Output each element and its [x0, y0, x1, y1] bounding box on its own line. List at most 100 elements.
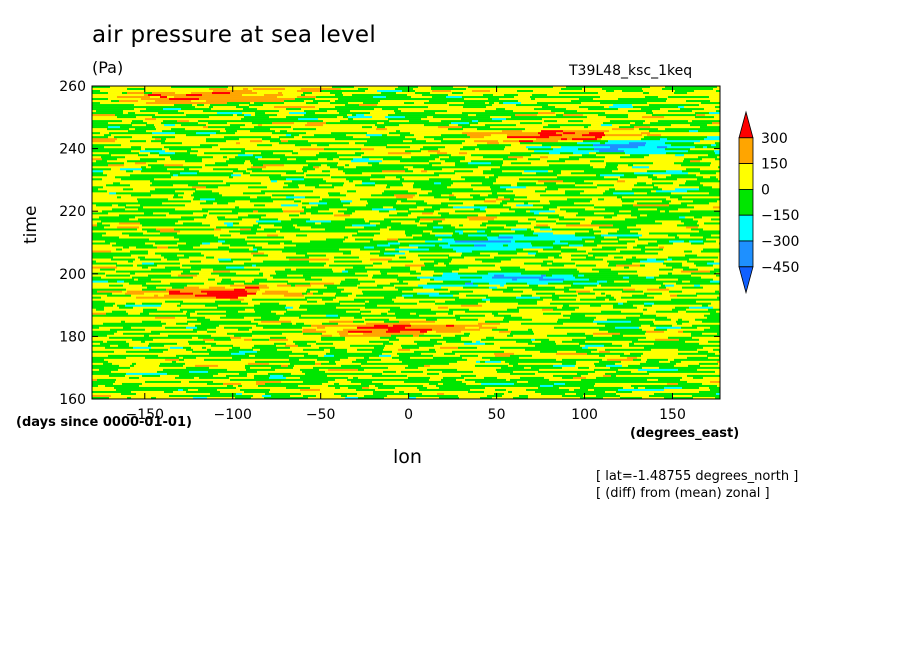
heatmap-cell: [207, 154, 222, 157]
heatmap-cell: [261, 226, 282, 229]
heatmap-cell: [511, 206, 526, 209]
heatmap-cell: [366, 222, 370, 225]
heatmap-cell: [363, 192, 382, 195]
heatmap-cell: [166, 130, 189, 133]
heatmap-cell: [555, 292, 572, 295]
heatmap-cell: [686, 308, 693, 312]
heatmap-cell: [313, 266, 319, 269]
heatmap-cell: [173, 280, 192, 283]
heatmap-cell: [414, 110, 424, 113]
heatmap-cell: [423, 142, 446, 145]
heatmap-cell: [316, 240, 327, 243]
heatmap-cell: [186, 242, 202, 245]
heatmap-cell: [410, 146, 423, 149]
heatmap-cell: [443, 94, 448, 97]
heatmap-cell: [426, 108, 437, 111]
heatmap-cell: [526, 206, 533, 209]
heatmap-cell: [175, 92, 191, 95]
heatmap-cell: [204, 136, 224, 139]
heatmap-cell: [565, 196, 588, 199]
heatmap-cell: [713, 254, 720, 257]
heatmap-cell: [238, 180, 249, 183]
heatmap-cell: [253, 164, 263, 167]
heatmap-cell: [158, 112, 180, 115]
heatmap-cell: [631, 144, 645, 147]
heatmap-cell: [513, 190, 526, 193]
heatmap-cell: [194, 146, 212, 149]
heatmap-cell: [711, 144, 716, 147]
heatmap-cell: [645, 120, 652, 123]
heatmap-cell: [150, 190, 175, 193]
heatmap-cell: [582, 238, 592, 241]
heatmap-cell: [355, 142, 375, 145]
heatmap-cell: [367, 200, 390, 203]
heatmap-cell: [229, 238, 245, 241]
heatmap-cell: [502, 130, 522, 133]
heatmap-cell: [633, 164, 643, 167]
heatmap-cell: [501, 260, 521, 263]
heatmap-cell: [467, 216, 477, 219]
heatmap-cell: [434, 278, 455, 281]
heatmap-cell: [408, 160, 429, 163]
heatmap-cell: [214, 256, 233, 259]
heatmap-cell: [627, 300, 637, 303]
heatmap-cell: [161, 92, 175, 95]
heatmap-cell: [684, 302, 701, 305]
heatmap-cell: [405, 116, 427, 119]
heatmap-cell: [210, 178, 228, 181]
heatmap-cell: [110, 198, 132, 201]
heatmap-cell: [245, 100, 251, 103]
heatmap-cell: [682, 126, 700, 129]
heatmap-cell: [413, 288, 434, 291]
heatmap-cell: [92, 238, 110, 241]
heatmap-cell: [700, 132, 716, 135]
heatmap-cell: [286, 178, 304, 181]
heatmap-cell: [699, 86, 717, 89]
heatmap-cell: [182, 298, 206, 301]
heatmap-cell: [244, 162, 251, 165]
heatmap-cell: [625, 140, 648, 143]
heatmap-cell: [361, 148, 374, 151]
heatmap-cell: [296, 170, 303, 173]
heatmap-cell: [162, 168, 167, 171]
heatmap-cell: [152, 86, 171, 89]
heatmap-cell: [148, 290, 152, 293]
heatmap-cell: [464, 102, 479, 105]
heatmap-cell: [503, 162, 511, 165]
heatmap-cell: [399, 264, 405, 267]
heatmap-cell: [444, 296, 459, 299]
heatmap-cell: [115, 286, 139, 289]
heatmap-cell: [585, 226, 599, 229]
heatmap-cell: [218, 218, 242, 221]
heatmap-cell: [282, 208, 304, 211]
heatmap-cell: [497, 296, 509, 299]
heatmap-cell: [117, 146, 131, 149]
heatmap-cell: [565, 192, 580, 195]
heatmap-cell: [391, 266, 395, 269]
heatmap-cell: [693, 200, 717, 203]
heatmap-cell: [198, 150, 220, 153]
heatmap-cell: [281, 90, 297, 93]
heatmap-cell: [677, 178, 697, 181]
heatmap-cell: [398, 240, 413, 243]
heatmap-cell: [617, 122, 630, 125]
heatmap-cell: [612, 216, 637, 219]
heatmap-cell: [231, 294, 247, 297]
heatmap-cell: [455, 172, 464, 175]
heatmap-cell: [325, 132, 331, 135]
heatmap-cell: [469, 238, 488, 241]
heatmap-cell: [161, 280, 173, 283]
heatmap-cell: [270, 274, 287, 277]
heatmap-cell: [280, 216, 291, 219]
heatmap-cell: [541, 124, 548, 127]
heatmap-cell: [472, 232, 479, 235]
heatmap-cell: [379, 296, 384, 299]
heatmap-cell: [396, 188, 421, 191]
heatmap-cell: [679, 132, 700, 135]
heatmap-cell: [305, 296, 323, 299]
heatmap-cell: [622, 244, 637, 247]
heatmap-cell: [632, 168, 644, 171]
heatmap-cell: [165, 150, 187, 153]
heatmap-cell: [92, 100, 111, 103]
heatmap-cell: [663, 276, 676, 279]
